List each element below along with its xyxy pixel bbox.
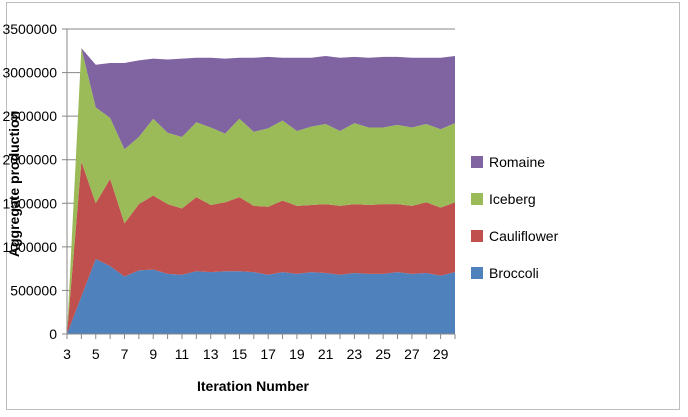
y-tick-label: 3500000	[2, 21, 57, 37]
y-tick-label: 1500000	[2, 195, 57, 211]
y-tick-label: 500000	[10, 282, 57, 298]
legend-item-iceberg: Iceberg	[471, 191, 536, 207]
x-tick-label: 19	[289, 346, 305, 362]
legend: Romaine Iceberg Cauliflower Broccoli	[471, 154, 559, 281]
legend-item-cauliflower: Cauliflower	[471, 228, 559, 244]
x-tick-label: 21	[318, 346, 334, 362]
x-tick-labels: 3 5 7 9 11 13 15 17 19 21 23 25 27 29	[63, 346, 449, 362]
x-tick-label: 23	[347, 346, 363, 362]
x-tick-label: 3	[63, 346, 71, 362]
axes	[62, 28, 456, 339]
legend-swatch	[471, 230, 483, 242]
y-tick-label: 2000000	[2, 152, 57, 168]
x-tick-label: 5	[92, 346, 100, 362]
y-axis-title: Aggregate production	[6, 111, 22, 257]
area-series-romaine	[67, 48, 455, 335]
legend-label: Cauliflower	[489, 228, 559, 244]
x-tick-label: 7	[121, 346, 129, 362]
x-tick-label: 15	[232, 346, 248, 362]
x-tick-label: 27	[404, 346, 420, 362]
x-tick-label: 11	[175, 346, 190, 362]
y-tick-label: 2500000	[2, 108, 57, 124]
area-series-iceberg	[67, 48, 455, 335]
legend-swatch	[471, 193, 483, 205]
y-tick-label: 0	[49, 326, 57, 342]
x-tick-label: 13	[203, 346, 219, 362]
area-series-cauliflower	[67, 161, 455, 334]
x-tick-label: 9	[149, 346, 157, 362]
y-tick-label: 3000000	[2, 65, 57, 81]
legend-item-romaine: Romaine	[471, 154, 545, 170]
legend-label: Iceberg	[489, 191, 536, 207]
area-series-broccoli	[67, 259, 455, 334]
x-tick-label: 25	[375, 346, 391, 362]
legend-label: Broccoli	[489, 265, 539, 281]
x-tick-label: 29	[433, 346, 449, 362]
legend-swatch	[471, 156, 483, 168]
y-tick-labels: 0 500000 1000000 1500000 2000000 2500000 30000…	[2, 21, 57, 342]
legend-swatch	[471, 267, 483, 279]
legend-label: Romaine	[489, 154, 545, 170]
x-axis-title: Iteration Number	[197, 378, 310, 394]
x-tick-label: 17	[260, 346, 276, 362]
y-tick-label: 1000000	[2, 239, 57, 255]
area-series-group	[67, 48, 455, 335]
legend-item-broccoli: Broccoli	[471, 265, 539, 281]
